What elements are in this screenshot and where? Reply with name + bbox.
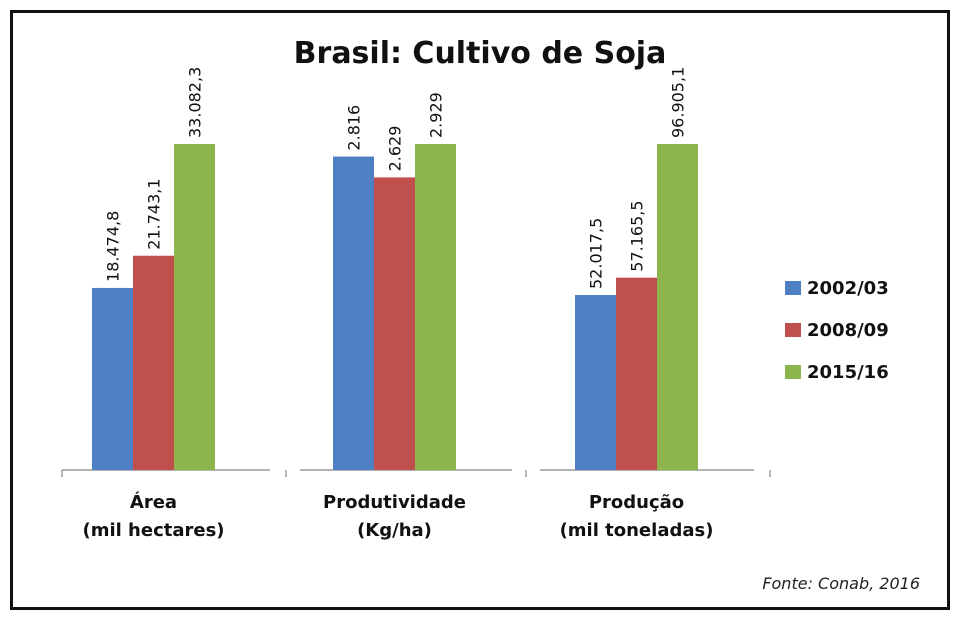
bar-1-2002-03 [92,287,133,470]
bar-1-2008-09 [133,255,174,470]
legend-label-2015-16: 2015/16 [807,362,889,383]
data-label-1-2008-09: 21.743,1 [145,178,164,249]
bar-1-2015-16 [174,144,215,470]
data-label-2-2008-09: 2.629 [386,126,405,172]
category-label-2-line-2: (Kg/ha) [357,520,432,541]
data-label-1-2002-03: 18.474,8 [104,211,123,282]
legend-label-2002-03: 2002/03 [807,278,889,299]
data-label-2-2002-03: 2.816 [345,105,364,151]
bar-2-2002-03 [333,156,374,470]
category-label-1-line-1: Área [130,491,177,513]
source-note: Fonte: Conab, 2016 [762,574,920,593]
bar-3-2008-09 [616,277,657,470]
data-label-3-2015-16: 96.905,1 [669,67,688,138]
bar-3-2015-16 [657,144,698,470]
data-label-2-2015-16: 2.929 [427,92,446,138]
data-label-3-2008-09: 57.165,5 [628,200,647,271]
bar-2-2015-16 [415,144,456,470]
bar-2-2008-09 [374,177,415,470]
category-label-2-line-1: Produtividade [323,492,466,513]
chart-title: Brasil: Cultivo de Soja [293,36,667,71]
legend-swatch-2002-03 [785,281,801,295]
category-label-3-line-1: Produção [589,492,684,513]
data-label-1-2015-16: 33.082,3 [186,67,205,138]
legend-swatch-2008-09 [785,323,801,337]
category-label-1-line-2: (mil hectares) [82,520,224,541]
data-label-3-2002-03: 52.017,5 [587,218,606,289]
category-label-3-line-2: (mil toneladas) [560,520,714,541]
legend-label-2008-09: 2008/09 [807,320,889,341]
bar-3-2002-03 [575,295,616,470]
legend-swatch-2015-16 [785,365,801,379]
